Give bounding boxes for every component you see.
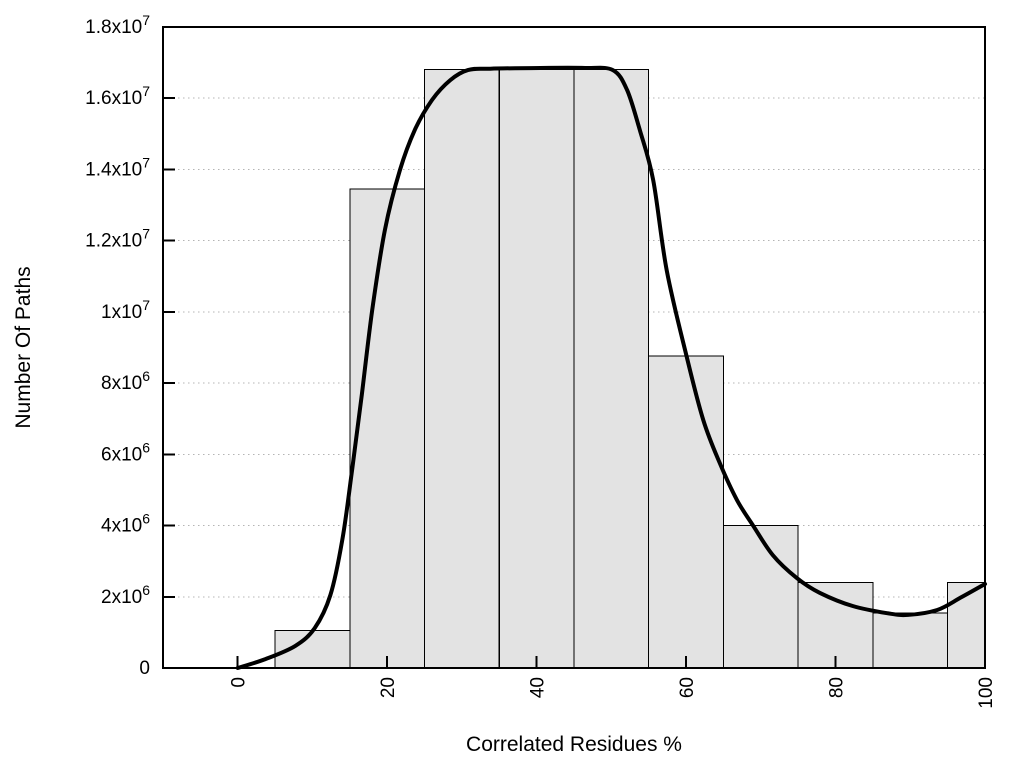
y-tick-label: 1x107 [101, 297, 150, 323]
y-tick-label: 8x106 [101, 368, 150, 394]
x-axis-title: Correlated Residues % [466, 733, 682, 756]
histogram-bar [498, 69, 575, 669]
histogram-bar [424, 69, 500, 669]
histogram-bar [872, 612, 949, 669]
y-tick-labels-layer: 0 2x106 4x106 6x106 8x106 1x107 1.2x107 1.4x107… [85, 12, 150, 679]
histogram-bars-layer [274, 69, 986, 669]
y-tick-label: 4x106 [101, 511, 150, 537]
x-tick-label: 100 [976, 677, 997, 709]
y-tick-label: 1.2x107 [85, 226, 150, 252]
y-tick-label: 2x106 [101, 582, 150, 608]
x-tick-labels-layer: 0 20 40 60 80 100 [229, 677, 997, 709]
x-tick-label: 0 [229, 677, 250, 688]
y-tick-label: 6x106 [101, 439, 150, 465]
y-tick-label: 1.8x107 [85, 12, 150, 38]
smooth-trend-curve [235, 65, 987, 670]
histogram-bar [349, 188, 425, 669]
x-tick-label: 40 [528, 677, 549, 698]
histogram-bar [797, 582, 874, 669]
histogram-bar [723, 525, 799, 669]
y-tick-label: 0 [139, 658, 150, 679]
histogram-bar [573, 69, 650, 669]
y-tick-label: 1.4x107 [85, 154, 150, 180]
y-axis-title: Number Of Paths [12, 266, 35, 428]
x-tick-label: 80 [827, 677, 848, 698]
x-tick-label: 20 [378, 677, 399, 698]
histogram-bar [648, 355, 724, 669]
plot-border [162, 26, 986, 669]
y-tick-label: 1.6x107 [85, 83, 150, 109]
x-tick-label: 60 [677, 677, 698, 698]
axis-ticks-layer [163, 26, 986, 669]
